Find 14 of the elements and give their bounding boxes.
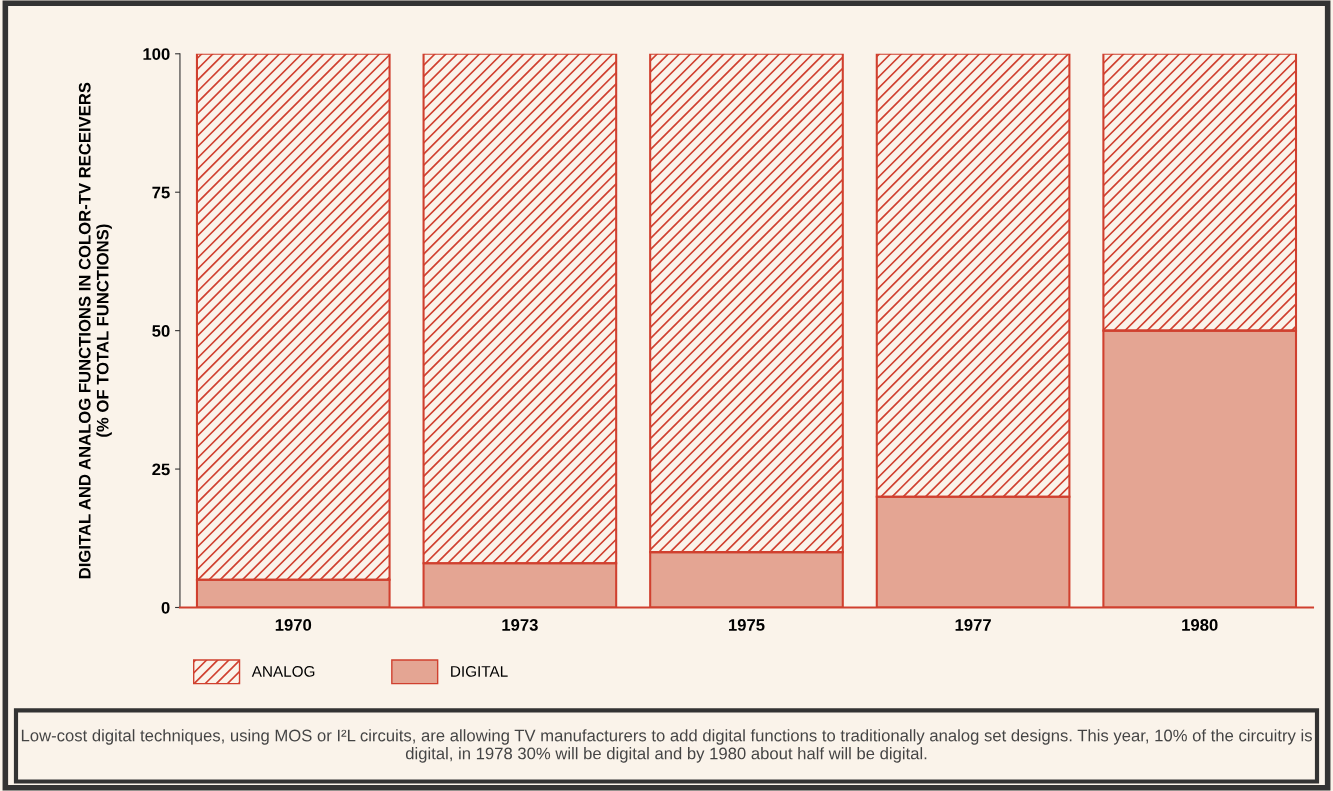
x-tick-label: 1973 [502,619,538,631]
y-tick-label: 25 [152,463,170,476]
x-tick-label: 1975 [728,619,765,631]
x-tick-label: 1980 [1182,619,1218,631]
text: Low-cost digital techniques, using MOS or I²L circuits, are allowing TV manufacturers to add digital functions to traditionally analog set designs. This year, 10% of the circuitry is digital, in 1978 30% will be digital and by 1980 about half will be digital. [21,729,1312,763]
legend-label: ANALOG [251,665,315,677]
legend-label: DIGITAL [451,665,508,677]
x-tick-label: 1970 [275,619,312,631]
y-tick-label: 100 [143,48,170,60]
x-tick-label: 1977 [955,619,991,631]
y-tick-label: 0 [161,601,170,614]
y-tick-label: 50 [152,325,170,337]
y-axis-title: DIGITAL AND ANALOG FUNCTIONS IN COLOR-TV RECEIVERS (% OF TOTAL FUNCTIONS) [78,82,112,579]
y-tick-label: 75 [152,186,170,199]
